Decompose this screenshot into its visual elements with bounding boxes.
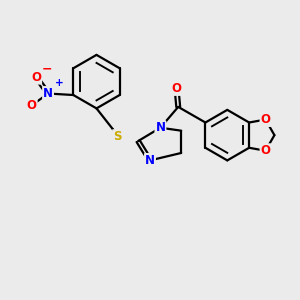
Text: O: O — [172, 82, 182, 95]
Text: O: O — [27, 99, 37, 112]
Text: −: − — [42, 63, 52, 76]
Text: O: O — [31, 71, 41, 84]
Text: N: N — [155, 121, 165, 134]
Text: S: S — [113, 130, 122, 143]
Text: O: O — [260, 113, 271, 126]
Text: O: O — [260, 144, 271, 157]
Text: +: + — [55, 78, 63, 88]
Text: N: N — [145, 154, 155, 167]
Text: N: N — [43, 87, 53, 100]
